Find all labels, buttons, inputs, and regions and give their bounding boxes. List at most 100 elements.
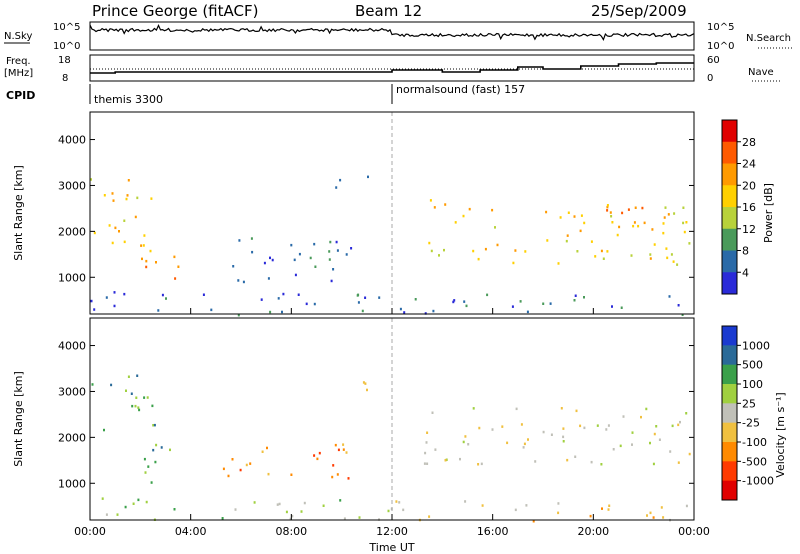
data-point xyxy=(566,234,569,237)
data-point xyxy=(477,257,480,261)
data-point xyxy=(131,404,134,408)
data-point xyxy=(328,258,331,261)
data-point xyxy=(432,309,435,313)
data-point xyxy=(632,224,635,228)
data-point xyxy=(101,497,104,500)
data-point xyxy=(334,443,337,447)
data-point xyxy=(145,259,148,263)
data-point xyxy=(305,302,308,306)
data-point xyxy=(640,415,642,419)
data-point xyxy=(276,503,279,506)
freq-label-1: Freq. xyxy=(6,56,31,67)
data-point xyxy=(149,249,152,253)
colorbar-tick-label: 25 xyxy=(742,397,756,410)
scatter-region-6 xyxy=(362,381,368,392)
data-point xyxy=(266,446,268,450)
data-point xyxy=(514,249,517,252)
data-point xyxy=(103,428,105,432)
data-point xyxy=(137,406,140,409)
colorbar-tick-label: -25 xyxy=(742,417,760,430)
data-point xyxy=(532,520,535,523)
data-point xyxy=(669,450,672,453)
data-point xyxy=(465,304,468,308)
data-point xyxy=(290,243,293,247)
scatter-region-0 xyxy=(91,374,158,447)
data-point xyxy=(646,514,648,517)
data-point xyxy=(157,309,160,312)
data-point xyxy=(655,425,658,428)
data-point xyxy=(263,261,266,265)
data-point xyxy=(566,458,569,462)
y-tick-label: 2000 xyxy=(58,225,86,238)
data-point xyxy=(524,250,527,253)
cpid-row: CPID themis 3300 normalsound (fast) 157 xyxy=(6,83,525,106)
freq-right-tick-top: 60 xyxy=(707,55,720,66)
data-point xyxy=(515,407,518,411)
colorbar-tick-label: -100 xyxy=(742,436,767,449)
data-point xyxy=(534,460,537,463)
data-point xyxy=(583,296,585,299)
data-point xyxy=(444,459,447,462)
data-point xyxy=(682,206,685,209)
data-point xyxy=(160,446,163,449)
data-point xyxy=(140,244,143,247)
data-point xyxy=(560,407,563,410)
power-panel: 1000 2000 3000 4000 Slant Range [km] 28 24 20… xyxy=(12,111,775,317)
data-point xyxy=(144,471,147,474)
freq-panel: Freq. [MHz] 18 8 60 0 Nave xyxy=(4,54,780,84)
data-point xyxy=(559,216,562,219)
y-tick-label: 3000 xyxy=(58,179,86,192)
velocity-y-label: Slant Range [km] xyxy=(12,371,25,467)
data-point xyxy=(514,508,517,512)
data-point xyxy=(622,415,625,418)
data-point xyxy=(580,214,583,217)
scatter-region-1 xyxy=(143,446,171,484)
data-point xyxy=(154,460,157,464)
data-point xyxy=(677,304,680,307)
data-point xyxy=(125,197,128,201)
velocity-x-ticks: 00:00 04:00 08:00 12:00 16:00 20:00 00:00 xyxy=(74,514,710,538)
y-tick-label: 2000 xyxy=(58,431,86,444)
data-point xyxy=(609,211,612,214)
data-point xyxy=(282,292,285,296)
data-point xyxy=(426,462,429,465)
data-point xyxy=(562,427,565,430)
data-point xyxy=(271,258,274,262)
data-point xyxy=(123,240,126,244)
velocity-y-ticks: 1000 2000 3000 4000 xyxy=(58,340,694,490)
colorbar-swatch xyxy=(722,207,737,230)
data-point xyxy=(486,293,489,297)
colorbar-swatch xyxy=(722,422,737,443)
data-point xyxy=(600,463,603,466)
data-point xyxy=(366,388,368,392)
data-point xyxy=(607,508,610,511)
data-point xyxy=(579,229,582,233)
data-point xyxy=(316,457,319,461)
data-point xyxy=(395,500,398,503)
freq-label-2: [MHz] xyxy=(4,68,33,79)
data-point xyxy=(123,292,126,296)
data-point xyxy=(662,231,665,235)
data-point xyxy=(463,300,466,303)
colorbar-swatch xyxy=(722,141,737,164)
freq-left-tick-bottom: 8 xyxy=(62,73,68,84)
data-point xyxy=(423,462,426,465)
data-point xyxy=(161,293,164,297)
data-point xyxy=(641,206,644,210)
data-point xyxy=(356,294,359,297)
data-point xyxy=(147,465,150,468)
data-point xyxy=(652,516,655,519)
data-point xyxy=(345,253,348,256)
data-point xyxy=(136,374,139,377)
data-point xyxy=(402,508,405,512)
data-point xyxy=(337,448,340,452)
colorbar-tick-label: 100 xyxy=(742,378,763,391)
data-point xyxy=(399,307,402,311)
data-point xyxy=(662,516,665,519)
data-point xyxy=(519,300,522,303)
scatter-region-4 xyxy=(428,199,475,257)
data-point xyxy=(426,431,429,434)
data-point xyxy=(261,450,264,453)
data-point xyxy=(145,500,148,504)
data-point xyxy=(583,221,586,225)
